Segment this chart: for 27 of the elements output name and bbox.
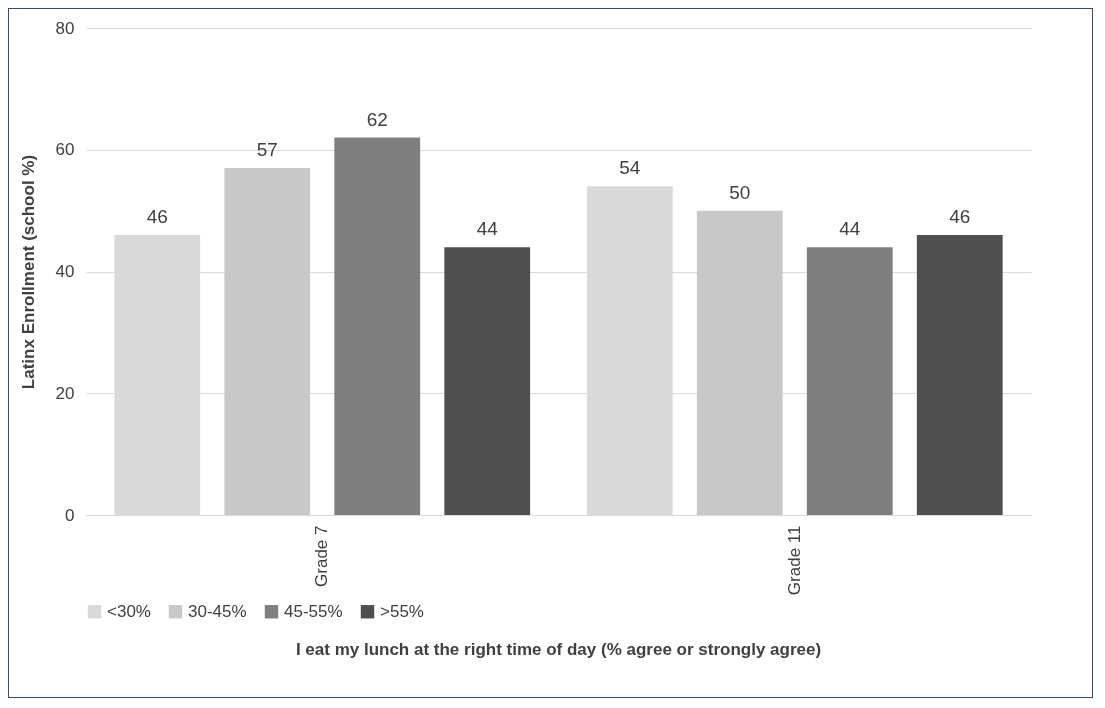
data-label: 50	[729, 181, 751, 203]
x-tick-label: Grade 11	[784, 525, 804, 596]
bar	[806, 247, 893, 515]
bar	[696, 210, 783, 515]
bar	[444, 247, 531, 515]
bar	[224, 168, 311, 515]
bar	[916, 234, 1003, 515]
y-tick-label: 40	[55, 262, 75, 281]
x-axis-title: I eat my lunch at the right time of day (% agree or strongly agree)	[295, 640, 822, 659]
data-label: 44	[476, 218, 499, 240]
y-tick-label: 60	[55, 140, 75, 160]
y-tick-label: 0	[65, 505, 75, 525]
legend-label: <30%	[107, 601, 151, 621]
legend-label: >55%	[380, 601, 424, 621]
y-axis-title: Latinx Enrollment (school %)	[18, 154, 38, 390]
y-tick-label: 80	[55, 18, 75, 38]
data-label: 57	[256, 139, 278, 161]
data-label: 44	[839, 218, 861, 240]
data-label: 46	[949, 205, 971, 227]
bar	[334, 137, 421, 515]
data-label: 62	[366, 108, 388, 130]
y-tick-label: 20	[55, 383, 75, 403]
x-tick-label: Grade 7	[312, 525, 332, 587]
data-label: 54	[619, 157, 641, 179]
data-label: 46	[146, 205, 168, 227]
legend-label: 30-45%	[188, 601, 247, 621]
legend-label: 45-55%	[284, 601, 343, 621]
